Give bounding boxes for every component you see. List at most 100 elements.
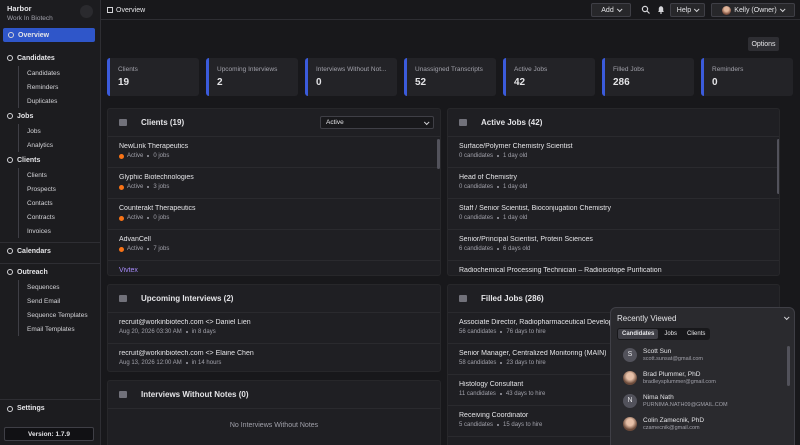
nav-item[interactable]: Sequence Templates [27, 311, 88, 319]
row-title: recruit@workinbiotech.com <> Daniel Lien [119, 319, 251, 326]
status-dot [119, 215, 124, 221]
stat-card[interactable]: Clients 19 [107, 58, 199, 96]
row-title: Receiving Coordinator [459, 412, 529, 419]
panel-title: Active Jobs (42) [481, 118, 543, 127]
scrollbar [437, 139, 440, 169]
row-title: NewLink Therapeutics [119, 143, 189, 150]
meta-text: 5 candidates [459, 422, 494, 428]
nav-item[interactable]: Sequences [27, 283, 60, 291]
list-row[interactable]: AdvanCell Active 7 jobs [108, 230, 440, 261]
list-row[interactable]: recruit@workinbiotech.com <> Elaine Chen… [108, 344, 440, 371]
row-meta: 0 candidates 1 day old [459, 184, 768, 190]
stat-card[interactable]: Filled Jobs 286 [602, 58, 694, 96]
list-row[interactable]: Head of Chemistry 0 candidates 1 day old [448, 168, 779, 199]
nav-item[interactable]: Invoices [27, 227, 51, 235]
meta-text: in 8 days [191, 329, 216, 335]
caret [694, 6, 700, 13]
collapse-button[interactable] [80, 5, 93, 18]
recent-item[interactable]: Colin Zamecnik, PhD czamecnik@gmail.com [611, 412, 794, 435]
nav-group: Clients Clients Prospects Contacts Contracts… [0, 152, 100, 238]
nav-item[interactable]: Send Email [27, 297, 61, 305]
recent-item[interactable]: S Scott Sun scott.sunsat@gmail.com [611, 343, 794, 366]
recent-tab[interactable]: Jobs [664, 331, 678, 337]
meta-text: 56 candidates [459, 329, 497, 335]
nav-settings[interactable]: Settings [0, 399, 100, 417]
panel-icon [459, 119, 467, 126]
panel-title: Filled Jobs (286) [481, 294, 544, 303]
row-meta: Active 0 jobs [119, 215, 429, 221]
nav-item[interactable]: Prospects [27, 185, 56, 193]
separator-dot [499, 393, 502, 395]
separator-dot [500, 362, 503, 364]
list-row[interactable]: Vivtex [108, 261, 440, 275]
stat-card[interactable]: Interviews Without Not... 0 [305, 58, 397, 96]
nav-item[interactable]: Duplicates [27, 97, 58, 105]
list-row[interactable]: Glyphic Biotechnologies Active 3 jobs [108, 168, 440, 199]
meta-text: Active [127, 246, 144, 252]
nav-item[interactable]: Contracts [27, 213, 55, 221]
status-dot [119, 153, 124, 159]
nav-item[interactable]: Contacts [27, 199, 53, 207]
version: Version: 1.7.9 [4, 427, 94, 441]
add-button[interactable]: Add [591, 3, 631, 17]
meta-text: 3 jobs [153, 184, 170, 190]
recent-text: Brad Plummer, PhD bradleysplummer@gmail.c… [643, 371, 716, 385]
recent-tab[interactable]: Candidates [618, 329, 659, 339]
caret [616, 6, 623, 13]
stat-label: Active Jobs [514, 66, 548, 73]
row-title: AdvanCell [119, 236, 151, 243]
nav-item[interactable]: Reminders [27, 83, 59, 91]
nav-group-header[interactable]: Calendars [0, 243, 100, 259]
list-row[interactable]: Surface/Polymer Chemistry Scientist 0 can… [448, 137, 779, 168]
nav-item[interactable]: Candidates [27, 69, 60, 77]
panel-header: Interviews Without Notes (0) [108, 381, 440, 409]
user-button[interactable]: Kelly (Owner) [711, 3, 795, 17]
nav-group-header[interactable]: Outreach [0, 264, 100, 280]
status-filter[interactable]: Active [320, 116, 434, 129]
stat-value: 2 [217, 77, 223, 88]
notifications-icon[interactable] [657, 5, 665, 14]
list-row[interactable]: NewLink Therapeutics Active 0 jobs [108, 137, 440, 168]
stat-card[interactable]: Active Jobs 42 [503, 58, 595, 96]
list-row[interactable]: Senior/Principal Scientist, Protein Scie… [448, 230, 779, 261]
title-icon [107, 7, 113, 13]
stat-card[interactable]: Unassigned Transcripts 52 [404, 58, 496, 96]
recent-item[interactable]: N Nima Nath PURNIMA.NATH09@GMAIL.COM [611, 389, 794, 412]
nav-group-header[interactable]: Jobs [0, 108, 100, 124]
list-row[interactable]: recruit@workinbiotech.com <> Daniel Lien… [108, 313, 440, 344]
meta-text: 1 day old [503, 153, 528, 159]
nav-icon [7, 113, 13, 119]
recent-item[interactable]: Brad Plummer, PhD bradleysplummer@gmail.c… [611, 366, 794, 389]
help-button[interactable]: Help [670, 3, 705, 17]
row-title: Glyphic Biotechnologies [119, 174, 194, 181]
nav-item[interactable]: Clients [27, 171, 47, 179]
nav-group-header[interactable]: Candidates [0, 50, 100, 66]
no-notes-panel: Interviews Without Notes (0) No Intervie… [107, 380, 441, 445]
nav-item[interactable]: Analytics [27, 141, 54, 149]
scrollbar [777, 139, 779, 194]
separator-dot [497, 217, 500, 219]
nav-item[interactable]: Jobs [27, 127, 41, 135]
panel-rows: Surface/Polymer Chemistry Scientist 0 can… [448, 137, 779, 275]
meta-text: Aug 13, 2026 12:00 AM [119, 360, 182, 366]
nav-group-header[interactable]: Clients [0, 152, 100, 168]
nav-icon [7, 405, 13, 412]
stat-value: 0 [316, 77, 322, 88]
stat-card[interactable]: Reminders 0 [701, 58, 793, 96]
list-row[interactable]: Radiochemical Processing Technician – Ra… [448, 261, 779, 275]
collapse-caret[interactable] [783, 314, 790, 321]
list-row[interactable]: Counterakt Therapeutics Active 0 jobs [108, 199, 440, 230]
row-title: Associate Director, Radiopharmaceutical … [459, 319, 629, 326]
nav-groups: Candidates Candidates Reminders Duplicates J… [0, 50, 100, 336]
options-button[interactable]: Options [748, 37, 779, 51]
recent-tab[interactable]: Clients [687, 331, 706, 337]
list-row[interactable]: Staff / Senior Scientist, Bioconjugation… [448, 199, 779, 230]
stat-label: Unassigned Transcripts [415, 66, 483, 73]
row-meta: Aug 20, 2026 03:30 AM in 8 days [119, 329, 429, 335]
search-icon[interactable] [641, 5, 650, 14]
nav-item[interactable]: Email Templates [27, 325, 75, 333]
nav-label: Settings [17, 405, 45, 412]
nav-overview[interactable]: Overview [3, 28, 95, 42]
meta-text: 15 days to hire [503, 422, 543, 428]
stat-card[interactable]: Upcoming Interviews 2 [206, 58, 298, 96]
